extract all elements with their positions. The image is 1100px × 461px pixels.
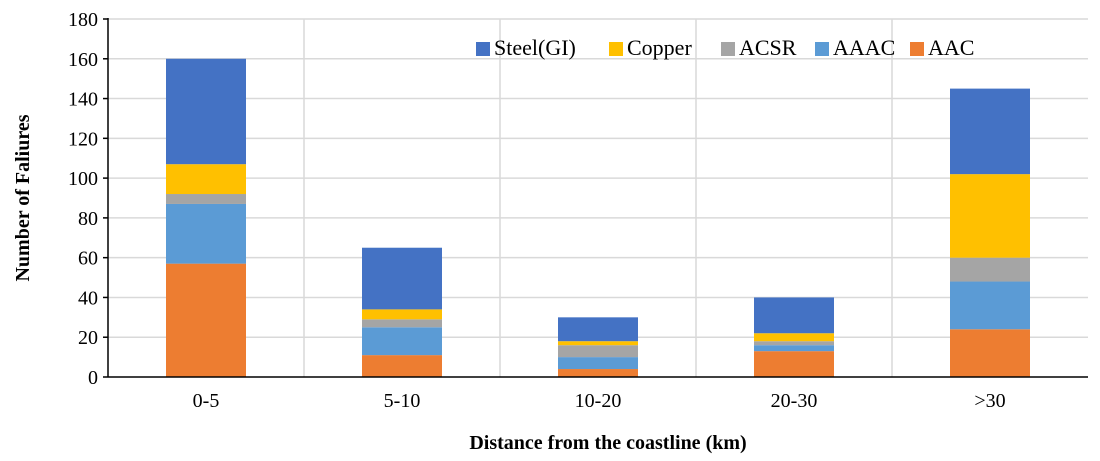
legend-swatch — [476, 42, 490, 56]
bar-segment-aaac-2 — [558, 357, 638, 370]
bar-segment-aac-1 — [362, 355, 442, 377]
bar-segment-aaac-3 — [754, 345, 834, 352]
bar-segment-copper-1 — [362, 309, 442, 320]
y-tick-label: 180 — [68, 9, 98, 31]
bars — [166, 58, 1030, 377]
bar-segment-acsr-0 — [166, 194, 246, 204]
x-tick-label: 10-20 — [575, 390, 622, 412]
axes — [103, 18, 1088, 378]
grid-lines — [108, 18, 1088, 377]
legend-item-acsr: ACSR — [721, 35, 797, 60]
bar-segment-aac-4 — [950, 329, 1030, 377]
legend-swatch — [721, 42, 735, 56]
bar-segment-copper-3 — [754, 333, 834, 342]
legend-swatch — [815, 42, 829, 56]
bar-segment-steel-gi--1 — [362, 247, 442, 310]
y-tick-label: 160 — [68, 49, 98, 71]
y-tick-label: 0 — [88, 367, 98, 389]
y-tick-label: 140 — [68, 89, 98, 111]
legend-label: Copper — [627, 35, 692, 60]
x-tick-label: 0-5 — [193, 390, 220, 412]
y-tick-label: 40 — [78, 287, 98, 309]
bar-segment-aaac-1 — [362, 327, 442, 356]
bar-segment-steel-gi--3 — [754, 297, 834, 334]
y-tick-labels: 0 20 40 60 80 100 120 140 160 180 — [68, 9, 98, 389]
bar-segment-aac-0 — [166, 263, 246, 377]
y-tick-label: 60 — [78, 248, 98, 270]
x-tick-labels: 0-5 5-10 10-20 20-30 >30 — [193, 390, 1006, 412]
legend-label: AAC — [928, 35, 974, 60]
x-tick-label: >30 — [974, 390, 1005, 412]
y-tick-label: 20 — [78, 327, 98, 349]
y-tick-label: 100 — [68, 168, 98, 190]
legend-label: ACSR — [739, 35, 797, 60]
bar-segment-aac-2 — [558, 369, 638, 377]
x-axis-title: Distance from the coastline (km) — [469, 432, 746, 454]
bar-segment-steel-gi--0 — [166, 58, 246, 165]
legend-item-steel-gi-: Steel(GI) — [476, 35, 576, 60]
bar-segment-acsr-1 — [362, 319, 442, 328]
bar-segment-acsr-4 — [950, 257, 1030, 282]
bar-segment-acsr-3 — [754, 341, 834, 346]
x-tick-label: 5-10 — [384, 390, 421, 412]
legend: Steel(GI) Copper ACSR AAAC AAC — [476, 35, 974, 60]
bar-segment-copper-0 — [166, 164, 246, 195]
legend-label: AAAC — [833, 35, 895, 60]
bar-segment-steel-gi--2 — [558, 317, 638, 342]
bar-segment-acsr-2 — [558, 345, 638, 358]
bar-segment-copper-4 — [950, 174, 1030, 258]
x-tick-label: 20-30 — [771, 390, 818, 412]
bar-segment-steel-gi--4 — [950, 88, 1030, 175]
legend-item-aaac: AAAC — [815, 35, 895, 60]
legend-swatch — [910, 42, 924, 56]
bar-segment-aaac-0 — [166, 203, 246, 264]
legend-item-copper: Copper — [609, 35, 692, 60]
legend-swatch — [609, 42, 623, 56]
bar-segment-aaac-4 — [950, 281, 1030, 330]
y-tick-label: 120 — [68, 128, 98, 150]
legend-item-aac: AAC — [910, 35, 974, 60]
legend-label: Steel(GI) — [494, 35, 576, 60]
bar-segment-copper-2 — [558, 341, 638, 346]
y-axis-title: Number of Faliures — [12, 114, 34, 281]
bar-segment-aac-3 — [754, 351, 834, 377]
y-tick-label: 80 — [78, 208, 98, 230]
